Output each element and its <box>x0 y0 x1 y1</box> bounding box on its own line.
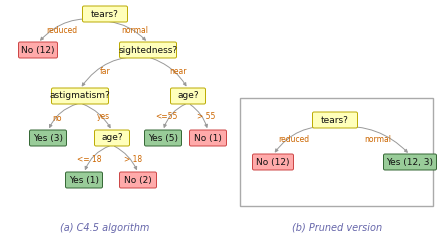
Text: Yes (1): Yes (1) <box>69 175 99 185</box>
Text: normal: normal <box>122 26 149 34</box>
FancyArrowPatch shape <box>115 146 137 169</box>
Text: No (2): No (2) <box>124 175 152 185</box>
FancyArrowPatch shape <box>49 104 77 127</box>
FancyBboxPatch shape <box>240 98 433 206</box>
FancyBboxPatch shape <box>253 154 294 170</box>
Text: age?: age? <box>177 92 199 101</box>
FancyArrowPatch shape <box>82 56 145 86</box>
Text: normal: normal <box>365 136 392 145</box>
FancyBboxPatch shape <box>30 130 67 146</box>
FancyBboxPatch shape <box>384 154 437 170</box>
Text: tears?: tears? <box>321 115 349 125</box>
Text: No (1): No (1) <box>194 134 222 142</box>
FancyBboxPatch shape <box>19 42 57 58</box>
FancyArrowPatch shape <box>108 21 146 40</box>
Text: sightedness?: sightedness? <box>119 45 178 54</box>
FancyBboxPatch shape <box>66 172 102 188</box>
Text: astigmatism?: astigmatism? <box>50 92 110 101</box>
Text: Yes (5): Yes (5) <box>148 134 178 142</box>
FancyArrowPatch shape <box>82 104 110 128</box>
FancyArrowPatch shape <box>164 104 186 127</box>
Text: reduced: reduced <box>46 26 78 34</box>
Text: <= 18: <= 18 <box>77 154 101 163</box>
Text: near: near <box>169 67 187 76</box>
FancyArrowPatch shape <box>275 126 332 152</box>
Text: No (12): No (12) <box>21 45 55 54</box>
Text: <=55: <=55 <box>155 112 177 120</box>
Text: age?: age? <box>101 134 123 142</box>
FancyBboxPatch shape <box>120 172 157 188</box>
Text: No (12): No (12) <box>256 158 290 167</box>
Text: (b) Pruned version: (b) Pruned version <box>292 223 382 233</box>
FancyBboxPatch shape <box>190 130 227 146</box>
FancyBboxPatch shape <box>52 88 108 104</box>
Text: no: no <box>52 114 62 123</box>
Text: > 18: > 18 <box>124 154 142 163</box>
FancyArrowPatch shape <box>151 58 186 86</box>
FancyBboxPatch shape <box>313 112 358 128</box>
Text: > 55: > 55 <box>197 112 215 120</box>
FancyBboxPatch shape <box>82 6 127 22</box>
FancyArrowPatch shape <box>191 104 207 127</box>
FancyArrowPatch shape <box>41 19 102 40</box>
Text: Yes (3): Yes (3) <box>33 134 63 142</box>
Text: reduced: reduced <box>278 136 310 145</box>
Text: yes: yes <box>97 112 109 120</box>
Text: Yes (12, 3): Yes (12, 3) <box>386 158 434 167</box>
Text: far: far <box>100 67 110 76</box>
Text: tears?: tears? <box>91 10 119 18</box>
FancyArrowPatch shape <box>85 146 109 169</box>
FancyBboxPatch shape <box>145 130 182 146</box>
FancyBboxPatch shape <box>171 88 206 104</box>
FancyBboxPatch shape <box>120 42 176 58</box>
Text: (a) C4.5 algorithm: (a) C4.5 algorithm <box>60 223 149 233</box>
FancyBboxPatch shape <box>94 130 130 146</box>
FancyArrowPatch shape <box>338 126 407 152</box>
